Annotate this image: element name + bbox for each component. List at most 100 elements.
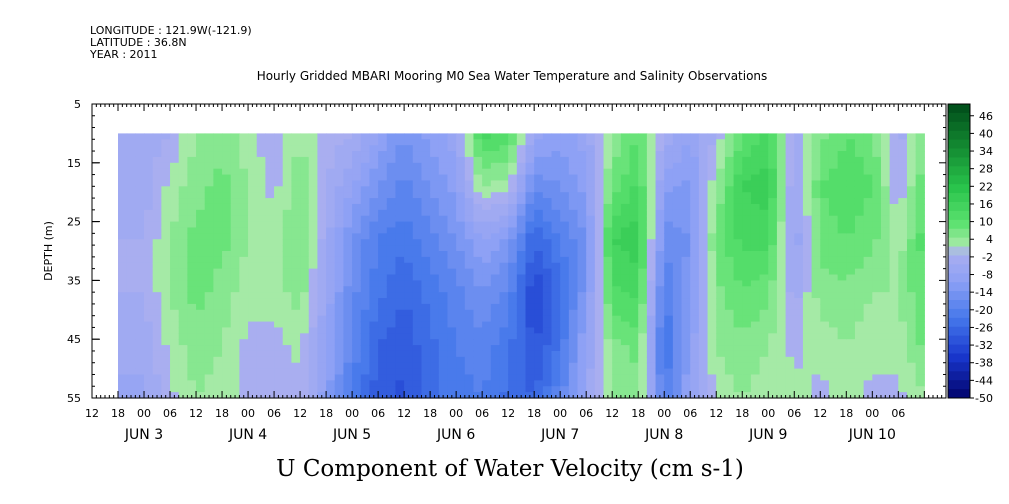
heatmap-cell [638, 321, 648, 329]
heatmap-cell [837, 151, 847, 158]
heatmap-cell [326, 274, 336, 281]
heatmap-cell [248, 239, 258, 246]
heatmap-cell [612, 139, 622, 146]
heatmap-cell [846, 333, 856, 340]
heatmap-cell [213, 262, 223, 270]
heatmap-cell [482, 221, 492, 229]
heatmap-cell [308, 227, 319, 234]
heatmap-cell [508, 156, 518, 164]
heatmap-cell [750, 245, 761, 252]
heatmap-cell [811, 239, 821, 246]
heatmap-cell [291, 374, 301, 381]
heatmap-cell [646, 268, 657, 276]
heatmap-cell [690, 192, 700, 199]
heatmap-cell [768, 209, 778, 217]
heatmap-cell [490, 333, 501, 340]
heatmap-cell [880, 239, 891, 246]
heatmap-cell [525, 168, 535, 176]
heatmap-cell [430, 298, 440, 305]
heatmap-cell [664, 345, 674, 352]
heatmap-cell [152, 192, 162, 199]
heatmap-cell [802, 174, 813, 182]
x-day-label: JUN 9 [748, 427, 787, 443]
heatmap-cell [196, 192, 206, 199]
heatmap-cell [568, 239, 579, 246]
heatmap-cell [213, 168, 223, 176]
heatmap-cell [421, 251, 431, 258]
heatmap-cell [144, 303, 154, 311]
heatmap-cell [265, 239, 275, 246]
heatmap-cell [326, 198, 336, 205]
heatmap-cell [274, 262, 284, 270]
heatmap-cell [525, 374, 535, 381]
heatmap-cell [464, 192, 475, 199]
heatmap-cell [239, 162, 249, 170]
heatmap-cell [915, 192, 925, 199]
heatmap-cell [144, 168, 154, 176]
heatmap-cell [854, 233, 865, 240]
heatmap-cell [794, 280, 804, 287]
heatmap-cell [274, 162, 284, 170]
heatmap-cell [655, 280, 665, 287]
heatmap-cell [603, 180, 613, 187]
heatmap-cell [334, 209, 345, 217]
colorbar-swatch [948, 246, 970, 256]
heatmap-cell [326, 168, 336, 176]
heatmap-cell [811, 151, 821, 158]
heatmap-cell [906, 251, 917, 258]
heatmap-cell [144, 162, 154, 170]
heatmap-cell [222, 339, 232, 346]
heatmap-cell [222, 380, 232, 387]
heatmap-cell [412, 133, 423, 140]
heatmap-cell [256, 333, 266, 340]
heatmap-cell [655, 333, 665, 340]
heatmap-cell [820, 321, 830, 329]
heatmap-cell [308, 303, 319, 311]
heatmap-cell [768, 186, 778, 193]
heatmap-cell [681, 162, 691, 170]
heatmap-cell [386, 192, 397, 199]
plot-frame [91, 103, 947, 399]
heatmap-cell [274, 174, 284, 182]
heatmap-cell [898, 256, 908, 264]
heatmap-cell [178, 327, 188, 334]
heatmap-cell [126, 174, 136, 182]
heatmap-cell [655, 227, 665, 234]
heatmap-cell [872, 315, 882, 323]
heatmap-cell [750, 274, 761, 281]
heatmap-cell [378, 350, 388, 358]
heatmap-cell [490, 350, 501, 358]
heatmap-cell [733, 198, 743, 205]
heatmap-cell [577, 268, 587, 276]
heatmap-cell [291, 356, 301, 364]
heatmap-cell [681, 303, 691, 311]
heatmap-cell [274, 298, 284, 305]
heatmap-cell [594, 256, 605, 264]
heatmap-cell [152, 233, 162, 240]
heatmap-cell [724, 298, 735, 305]
heatmap-cell [802, 186, 813, 193]
heatmap-cell [629, 286, 639, 293]
heatmap-cell [534, 298, 544, 305]
heatmap-cell [135, 145, 145, 152]
heatmap-cell [768, 227, 778, 234]
heatmap-cell [638, 233, 648, 240]
heatmap-cell [196, 315, 206, 323]
heatmap-cell [144, 180, 154, 187]
heatmap-cell [378, 268, 388, 276]
heatmap-cell [525, 333, 535, 340]
heatmap-cell [768, 339, 778, 346]
heatmap-cell [707, 380, 717, 387]
heatmap-cell [490, 386, 501, 393]
heatmap-cell [378, 192, 388, 199]
heatmap-cell [716, 256, 726, 264]
heatmap-cell [170, 292, 180, 299]
heatmap-cell [352, 215, 362, 223]
heatmap-cell [837, 168, 847, 176]
heatmap-cell [343, 221, 353, 229]
heatmap-cell [204, 380, 214, 387]
heatmap-cell [144, 186, 154, 193]
heatmap-cell [551, 315, 561, 323]
heatmap-cell [126, 227, 136, 234]
heatmap-cell [646, 162, 657, 170]
